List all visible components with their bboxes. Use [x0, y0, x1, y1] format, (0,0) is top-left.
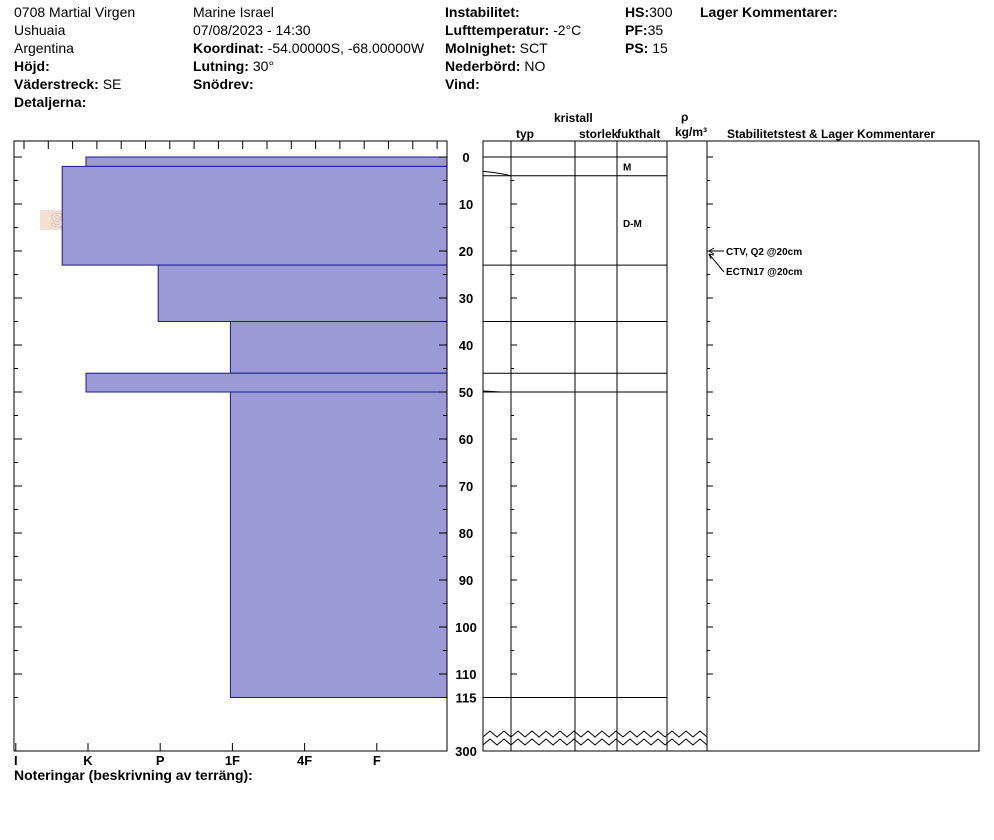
snodrev-label: Snödrev: [193, 76, 254, 92]
lutning-row: Lutning: 30° [193, 58, 274, 74]
lutning-value: 30° [252, 58, 275, 74]
stability-test-label: ECTN17 @20cm [726, 267, 803, 278]
pf-value: 35 [647, 22, 664, 38]
depth-label: 70 [459, 479, 473, 494]
nederbord-value: NO [524, 58, 546, 74]
test-arrow [708, 253, 725, 273]
depth-break-zigzag [482, 730, 708, 746]
molnighet-row: Molnighet: SCT [445, 40, 548, 56]
hardness-frame [13, 140, 448, 752]
hs-row: HS:300 [625, 4, 672, 20]
depth-label: 115 [456, 691, 477, 706]
lutning-label: Lutning: [193, 58, 249, 74]
hardness-bar [157, 264, 448, 323]
depth-label: 10 [459, 197, 473, 212]
hardness-label: P [156, 753, 165, 768]
layer-table-frame [482, 140, 980, 752]
lager-kommentarer-label: Lager Kommentarer: [700, 4, 838, 20]
vaderstreck-value: SE [102, 76, 122, 92]
depth-label: 80 [459, 526, 473, 541]
location-name: 0708 Martial Virgen [14, 4, 136, 20]
stability-header: Stabilitetstest & Lager Kommentarer [727, 127, 936, 141]
depth-label: 40 [459, 338, 473, 353]
kristall-header: kristall [554, 111, 593, 125]
depth-label: 20 [459, 244, 473, 259]
depth-label: 0 [462, 150, 469, 165]
instabilitet-label: Instabilitet: [445, 4, 520, 20]
koordinat-label: Koordinat: [193, 40, 264, 56]
test-arrowhead [708, 253, 715, 260]
pf-row: PF:35 [625, 22, 663, 38]
hardness-label: I [14, 753, 18, 768]
depth-label: 50 [459, 385, 473, 400]
stability-test-label: CTV, Q2 @20cm [726, 247, 802, 258]
hardness-bar [61, 165, 448, 266]
depth-label: 90 [459, 573, 473, 588]
moisture-label: M [623, 162, 631, 173]
location-country: Argentina [14, 40, 74, 56]
boundary-connector [482, 170, 512, 177]
vaderstreck-label: Väderstreck: [14, 76, 99, 92]
lufttemp-label: Lufttemperatur: [445, 22, 550, 38]
lufttemp-row: Lufttemperatur: -2°C [445, 22, 581, 38]
storlek-header: storlek [579, 127, 619, 141]
hardness-label: F [373, 753, 381, 768]
depth-label: 100 [455, 620, 477, 635]
hardness-label: K [83, 753, 93, 768]
hardness-label: 1F [225, 753, 240, 768]
hardness-bar [229, 391, 448, 698]
fukthalt-header: fukthalt [617, 127, 661, 141]
nederbord-row: Nederbörd: NO [445, 58, 545, 74]
molnighet-label: Molnighet: [445, 40, 516, 56]
ps-value: 15 [652, 40, 668, 56]
moisture-label: D-M [623, 219, 642, 230]
vind-label: Vind: [445, 76, 480, 92]
lufttemp-value: -2°C [553, 22, 582, 38]
hardness-bar [229, 321, 448, 374]
depth-bottom-label: 300 [455, 744, 477, 759]
hardness-label: 4F [297, 753, 312, 768]
rho-header: ρ [681, 110, 689, 124]
test-arrowhead [708, 247, 715, 255]
depth-label: 60 [459, 432, 473, 447]
hojd-label: Höjd: [14, 58, 50, 74]
observer: Marine Israel [193, 4, 274, 20]
density-unit-header: kg/m³ [675, 125, 708, 139]
hs-label: HS: [625, 4, 650, 20]
ps-row: PS: 15 [625, 40, 668, 56]
depth-label: 30 [459, 291, 473, 306]
koordinat-row: Koordinat: -54.00000S, -68.00000W [193, 40, 424, 56]
pf-label: PF: [625, 22, 648, 38]
ps-label: PS: [625, 40, 649, 56]
location-city: Ushuaia [14, 22, 66, 38]
detaljerna-label: Detaljerna: [14, 94, 87, 110]
hardness-bar [85, 156, 448, 167]
depth-label: 110 [456, 667, 477, 682]
vaderstreck-row: Väderstreck: SE [14, 76, 121, 92]
hs-value: 300 [649, 4, 673, 20]
koordinat-value: -54.00000S, -68.00000W [267, 40, 425, 56]
nederbord-label: Nederbörd: [445, 58, 521, 74]
molnighet-value: SCT [519, 40, 548, 56]
boundary-connector [482, 390, 502, 393]
datetime: 07/08/2023 - 14:30 [193, 22, 311, 38]
typ-header: typ [516, 127, 534, 141]
hardness-bar [85, 372, 448, 393]
notes-label: Noteringar (beskrivning av terräng): [14, 767, 253, 783]
